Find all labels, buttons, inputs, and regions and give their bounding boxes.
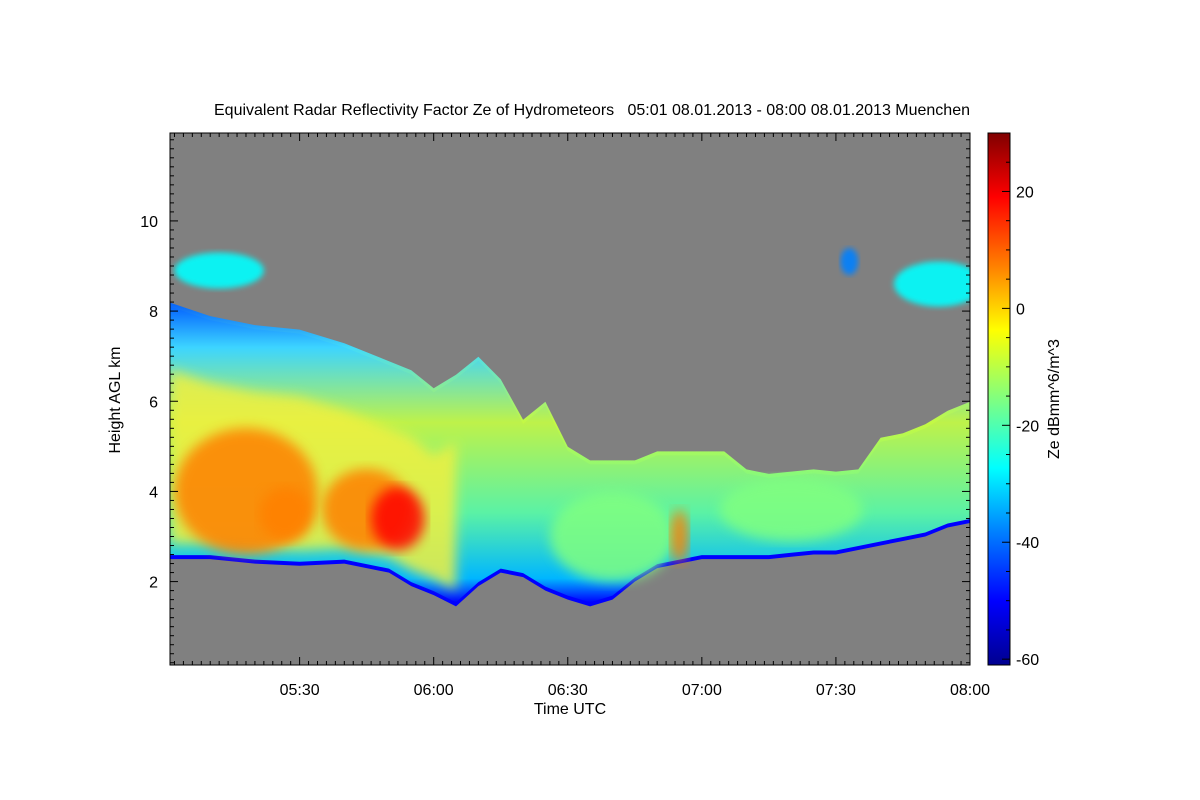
- colorbar-label: Ze dBmm^6/m^3: [1046, 339, 1063, 459]
- reflectivity-core-6: [719, 477, 863, 542]
- colorbar-axis: 20 0 -20 -40 -60: [1002, 132, 1039, 669]
- colorbar-tick-label: 20: [1016, 184, 1034, 201]
- reflectivity-core-5: [670, 509, 689, 564]
- colorbar-tick-label: -40: [1016, 535, 1039, 552]
- reflectivity-core-3: [259, 486, 314, 542]
- colorbar-tick-label: -20: [1016, 418, 1039, 435]
- cirrus-patch-0: [174, 252, 264, 289]
- colorbar-tick-label: -60: [1016, 652, 1039, 669]
- colorbar: [987, 132, 1011, 666]
- y-tick-label: 8: [149, 304, 158, 321]
- x-tick-label: 06:30: [548, 682, 588, 699]
- cirrus-patch-1: [894, 261, 970, 307]
- y-tick-label: 2: [149, 575, 158, 592]
- y-tick-label: 4: [149, 484, 158, 501]
- x-tick-label: 07:00: [682, 682, 722, 699]
- x-axis: 05:30 06:00 06:30 07:00 07:30 08:00: [173, 133, 990, 699]
- plot-frame: [169, 132, 971, 666]
- cirrus-patch-2: [840, 247, 859, 276]
- x-tick-label: 05:30: [280, 682, 320, 699]
- x-tick-label: 06:00: [414, 682, 454, 699]
- colorbar-tick-label: 0: [1016, 301, 1025, 318]
- x-axis-label: Time UTC: [534, 701, 606, 718]
- y-axis-label: Height AGL km: [107, 346, 124, 453]
- x-tick-label: 08:00: [950, 682, 990, 699]
- chart-title: Equivalent Radar Reflectivity Factor Ze …: [214, 102, 970, 119]
- reflectivity-core-4: [549, 491, 676, 582]
- y-tick-label: 6: [149, 394, 158, 411]
- x-tick-label: 07:30: [816, 682, 856, 699]
- reflectivity-field: [170, 247, 970, 607]
- y-axis: 2 4 6 8 10: [140, 139, 970, 664]
- reflectivity-core-2: [371, 486, 425, 551]
- y-tick-label: 10: [140, 214, 158, 231]
